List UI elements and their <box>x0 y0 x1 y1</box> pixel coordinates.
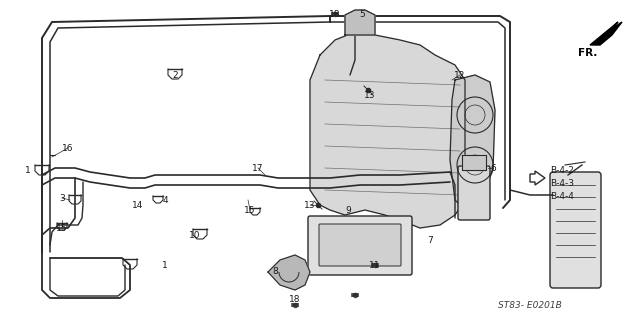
Polygon shape <box>310 32 465 228</box>
Text: 15: 15 <box>244 205 255 214</box>
Text: 12: 12 <box>454 70 466 79</box>
Text: 11: 11 <box>369 260 381 269</box>
Text: ST83- E0201B: ST83- E0201B <box>498 300 562 309</box>
Text: 1: 1 <box>25 165 31 174</box>
Text: 14: 14 <box>132 201 144 210</box>
Text: 5: 5 <box>359 10 365 19</box>
Text: 18: 18 <box>329 10 341 19</box>
Polygon shape <box>450 75 495 210</box>
Text: 13: 13 <box>364 91 376 100</box>
Text: 9: 9 <box>345 205 351 214</box>
Text: 17: 17 <box>252 164 264 172</box>
Text: 1: 1 <box>162 260 168 269</box>
FancyBboxPatch shape <box>319 224 401 266</box>
Text: 6: 6 <box>490 164 496 172</box>
Text: 4: 4 <box>162 196 168 204</box>
Polygon shape <box>268 255 310 290</box>
Polygon shape <box>462 155 486 170</box>
Polygon shape <box>345 10 375 35</box>
Text: 3: 3 <box>59 194 65 203</box>
Text: 16: 16 <box>62 143 74 153</box>
Text: 18: 18 <box>289 295 301 305</box>
FancyBboxPatch shape <box>550 172 601 288</box>
FancyBboxPatch shape <box>458 166 490 220</box>
Text: B-4-4: B-4-4 <box>550 191 574 201</box>
FancyBboxPatch shape <box>308 216 412 275</box>
Text: 15: 15 <box>56 223 68 233</box>
Text: B-4-2: B-4-2 <box>550 165 574 174</box>
Text: 13: 13 <box>304 201 316 210</box>
Text: FR.: FR. <box>578 48 598 58</box>
FancyArrow shape <box>530 171 545 185</box>
Text: 8: 8 <box>272 268 278 276</box>
Polygon shape <box>590 22 622 45</box>
Text: 2: 2 <box>172 70 178 79</box>
Text: B-4-3: B-4-3 <box>550 179 574 188</box>
Text: 10: 10 <box>189 230 201 239</box>
Text: 7: 7 <box>427 236 433 244</box>
